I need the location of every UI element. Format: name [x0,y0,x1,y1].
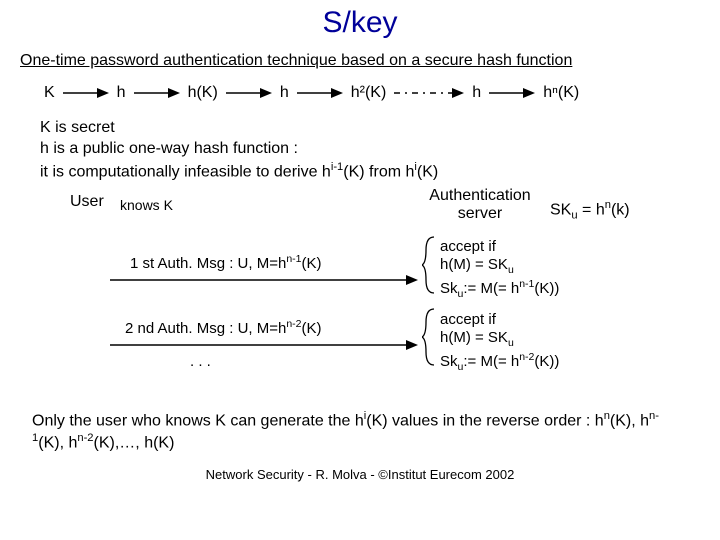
protocol-diagram: User knows K Authenticationserver SKu = … [40,193,680,403]
chain-node: h [276,84,293,102]
brace-1 [422,235,438,295]
footer: Network Security - R. Molva - ©Institut … [0,467,720,482]
arrow-msg-1 [110,273,420,287]
subtitle: One-time password authentication techniq… [20,52,700,70]
chain-node: h [468,84,485,102]
hash-chain: Kh h(K) h h²(K) h hⁿ(K) [40,84,720,102]
explain-l1: K is secret [40,118,680,139]
page-title: S/key [0,0,720,40]
arrow-icon [297,86,343,100]
arrow-icon [226,86,272,100]
accept-block-1: accept if h(M) = SKu Sku:= M(= hn-1(K)) [440,238,559,301]
chain-node: K [40,84,59,102]
user-label: User [70,193,104,211]
chain-node: hⁿ(K) [539,84,583,102]
sk-equation: SKu = hn(k) [550,199,630,222]
explain-l2: h is a public one-way hash function : [40,139,680,160]
arrow-icon [134,86,180,100]
explain-l3: it is computationally infeasible to deri… [40,160,680,183]
knows-label: knows K [120,197,173,213]
ellipsis: . . . [190,353,211,370]
arrow-icon [489,86,535,100]
arrow-icon [63,86,109,100]
explain-text: K is secret h is a public one-way hash f… [40,118,680,183]
auth-server-label: Authenticationserver [420,187,540,224]
dashed-arrow-icon [394,86,464,100]
arrow-msg-2 [110,338,420,352]
chain-node: h [113,84,130,102]
chain-node: h²(K) [347,84,391,102]
chain-node: h(K) [184,84,222,102]
brace-2 [422,307,438,367]
accept-block-2: accept if h(M) = SKu Sku:= M(= hn-2(K)) [440,311,559,374]
auth-msg-2: 2 nd Auth. Msg : U, M=hn-2(K) [125,318,322,337]
auth-msg-1: 1 st Auth. Msg : U, M=hn-1(K) [130,253,322,272]
conclusion: Only the user who knows K can generate t… [32,409,688,454]
